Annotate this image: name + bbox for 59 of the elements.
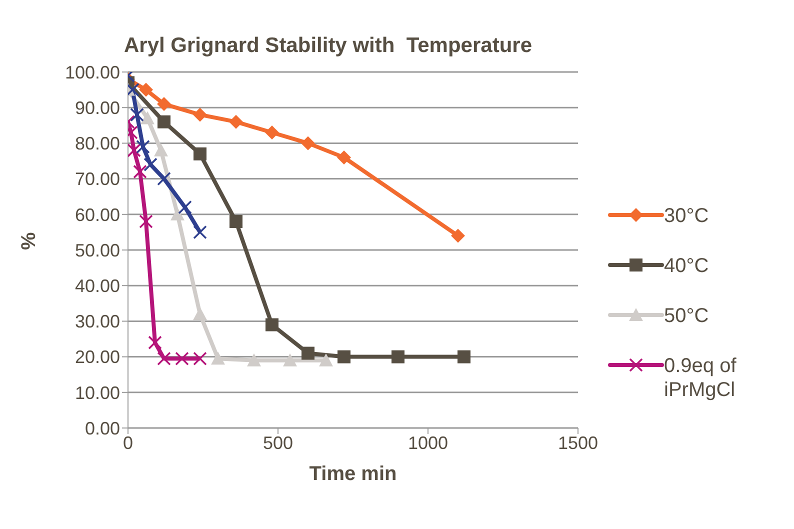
point	[392, 350, 404, 364]
legend-label: 40°C	[664, 254, 710, 278]
point	[133, 164, 147, 179]
y-axis-title: %	[18, 232, 40, 250]
point	[170, 207, 184, 220]
point	[144, 158, 158, 172]
point	[154, 143, 168, 156]
point	[451, 228, 465, 243]
point	[175, 352, 189, 366]
x-axis-title: Time min	[309, 463, 397, 485]
y-tick-label: 20.00	[74, 347, 120, 368]
y-tick-label: 30.00	[74, 312, 120, 332]
y-tick-label: 50.00	[74, 240, 120, 260]
legend-label: 30°C	[664, 204, 710, 228]
point	[193, 352, 207, 366]
y-tick-label: 90.00	[74, 98, 120, 118]
x-tick-label: 0	[122, 432, 134, 453]
point	[136, 140, 150, 154]
y-tick-label: 0.00	[84, 418, 120, 438]
point	[194, 147, 206, 160]
point	[157, 97, 171, 112]
point	[265, 126, 279, 140]
point	[193, 307, 207, 320]
point	[130, 108, 144, 122]
point	[193, 225, 207, 240]
y-tick-label: 70.00	[74, 169, 120, 190]
y-tick-label: 40.00	[74, 276, 120, 296]
point	[128, 143, 141, 158]
legend-label: 50°C	[664, 304, 710, 328]
point	[178, 200, 192, 214]
y-tick-label: 60.00	[74, 204, 120, 225]
point	[157, 172, 171, 186]
y-tick-label: 10.00	[74, 382, 120, 403]
point	[229, 114, 243, 129]
point	[211, 352, 225, 365]
point	[139, 214, 153, 228]
x-tick-label: 1500	[558, 432, 598, 453]
point	[458, 350, 470, 364]
point	[266, 318, 278, 332]
point	[319, 353, 333, 366]
point	[157, 352, 171, 366]
point	[247, 353, 261, 366]
x-tick-label: 500	[262, 432, 294, 453]
point	[140, 111, 154, 124]
chart-title: Aryl Grignard Stability with Temperature	[122, 33, 534, 58]
point	[193, 108, 207, 122]
legend-label: 0.9eq of iPrMgCl	[664, 354, 738, 402]
y-tick-label: 100.00	[64, 62, 120, 82]
point	[337, 150, 351, 164]
point	[139, 82, 153, 97]
point	[230, 215, 242, 228]
y-tick-label: 80.00	[74, 134, 120, 154]
point	[158, 115, 170, 128]
point	[338, 350, 350, 364]
point	[148, 336, 162, 350]
point	[302, 346, 314, 360]
x-tick-label: 1000	[408, 432, 448, 453]
point	[301, 136, 315, 150]
point	[283, 353, 297, 366]
